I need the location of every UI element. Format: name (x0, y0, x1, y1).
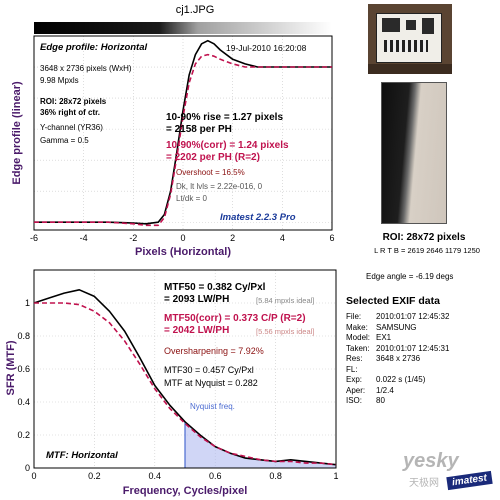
mtf-y-axis-label: SFR (MTF) (5, 340, 17, 395)
mtf50-corr-text: MTF50(corr) = 0.373 C/P (R=2) (164, 313, 306, 324)
x-tick-label: 6 (329, 233, 334, 243)
exif-key: Res: (346, 354, 363, 363)
exif-row: Taken: 2010:01:07 12:45:31 (346, 344, 496, 355)
chart-thumbnail (368, 4, 452, 74)
roi-crop-image (381, 82, 447, 224)
edge-angle-text: Edge angle = -6.19 degs (366, 272, 454, 281)
exif-value: 2010:01:07 12:45:32 (376, 312, 450, 321)
x-tick-label: 2 (230, 233, 235, 243)
imatest-logo: imatest (446, 470, 493, 491)
exif-row: ISO: 80 (346, 396, 496, 407)
x-tick-label: 0.6 (209, 471, 222, 481)
overshoot-text: Overshoot = 16.5% (176, 168, 245, 177)
channel-text: Y-channel (YR36) (40, 123, 103, 132)
exif-row: Aper: 1/2.4 (346, 386, 496, 397)
exif-row: Exp: 0.022 s (1/45) (346, 375, 496, 386)
y-tick-label: 0 (25, 463, 30, 473)
x-tick-label: 0.2 (88, 471, 101, 481)
image-size-text: 3648 x 2736 pixels (WxH) (40, 64, 132, 73)
x-tick-label: 0 (180, 233, 185, 243)
exif-key: FL: (346, 364, 358, 374)
roi-size-text: ROI: 28x72 pixels (40, 97, 107, 106)
edge-gradient-strip (34, 22, 332, 34)
mtf50-corr-lwph-text: = 2042 LW/PH (164, 325, 230, 336)
exif-value: 1/2.4 (376, 385, 394, 395)
rise-corr-ph-text: = 2202 per PH (R=2) (166, 152, 260, 163)
edge-profile-chart: -6 -4 -2 0 2 4 6 Pixels (Horizontal) Edge prof… (11, 22, 335, 258)
mtf50-ideal-text: [5.84 mpxls ideal] (256, 296, 315, 305)
x-tick-label: -2 (129, 233, 137, 243)
exif-key: Exp: (346, 375, 363, 384)
exif-value: 0.022 s (1/45) (376, 375, 426, 384)
x-tick-label: 0 (31, 471, 36, 481)
mtf50-text: MTF50 = 0.382 Cy/Pxl (164, 282, 266, 293)
oversharpening-text: Oversharpening = 7.92% (164, 346, 264, 356)
nyquist-shaded-region (185, 421, 336, 468)
exif-list: File: 2010:01:07 12:45:32 Make: SAMSUNG Mode… (346, 312, 496, 407)
x-tick-label: -4 (80, 233, 88, 243)
megapixels-text: 9.98 Mpxls (40, 76, 79, 85)
rise-corr-text: 10-90%(corr) = 1.24 pixels (166, 140, 289, 151)
exif-row: Model: EX1 (346, 333, 496, 344)
exif-row: Res: 3648 x 2736 (346, 354, 496, 365)
roi-coordinates: L R T B = 2619 2646 1179 1250 (374, 246, 480, 255)
series-line-1 (34, 39, 332, 225)
x-tick-label: 0.8 (269, 471, 282, 481)
edge-panel-header: Edge profile: Horizontal (40, 42, 148, 53)
exif-value: 3648 x 2736 (376, 354, 421, 363)
y-tick-label: 0.6 (17, 364, 30, 374)
y-tick-label: 0.2 (17, 430, 30, 440)
mtf-x-axis-label: Frequency, Cycles/pixel (123, 485, 248, 497)
exif-value: SAMSUNG (376, 322, 417, 332)
edge-y-axis-label: Edge profile (linear) (11, 81, 23, 185)
exif-row: Make: SAMSUNG (346, 323, 496, 334)
exif-key: File: (346, 312, 362, 321)
exif-key: Make: (346, 322, 368, 332)
series-line-1 (33, 288, 337, 466)
series-line-2 (34, 53, 332, 227)
rise-ph-text: = 2158 per PH (166, 124, 232, 135)
lt-dk-text: Lt/dk = 0 (176, 194, 207, 203)
watermark-site: yesky (403, 450, 459, 472)
edge-x-axis-label: Pixels (Horizontal) (135, 246, 231, 258)
exif-value: 80 (376, 396, 385, 405)
x-tick-label: 4 (280, 233, 285, 243)
y-tick-label: 0.8 (17, 331, 30, 341)
exif-row: File: 2010:01:07 12:45:32 (346, 312, 496, 323)
dk-levels-text: Dk, lt lvls = 2.22e-016, 0 (176, 182, 263, 191)
roi-position-text: 36% right of ctr. (40, 108, 101, 117)
window-title: cj1.JPG (175, 4, 215, 16)
mtf-nyquist-text: MTF at Nyquist = 0.282 (164, 378, 258, 388)
watermark-site-cn: 天极网 (409, 478, 439, 489)
series-line-2 (34, 302, 337, 466)
y-tick-label: 0.4 (17, 397, 30, 407)
roi-title: ROI: 28x72 pixels (382, 232, 466, 243)
mtf30-text: MTF30 = 0.457 Cy/Pxl (164, 365, 254, 375)
mtf-chart: 0 0.2 0.4 0.6 0.8 1 0 0.2 0.4 0.6 0.8 1 Frequency, … (5, 269, 339, 497)
exif-value: 2010:01:07 12:45:31 (376, 343, 450, 353)
rise-text: 10-90% rise = 1.27 pixels (166, 112, 284, 123)
mtf50-corr-ideal-text: [5.56 mpxls ideal] (256, 327, 315, 336)
y-tick-label: 1 (25, 298, 30, 308)
gamma-text: Gamma = 0.5 (40, 136, 89, 145)
exif-row: FL: (346, 365, 496, 376)
x-tick-label: 0.4 (149, 471, 162, 481)
x-tick-label: -6 (30, 233, 38, 243)
exif-key: ISO: (346, 396, 363, 405)
exif-value: EX1 (376, 333, 392, 342)
exif-key: Taken: (346, 343, 370, 353)
mtf-panel-footer: MTF: Horizontal (46, 450, 118, 461)
edge-panel-date: 19-Jul-2010 16:20:08 (226, 43, 307, 53)
exif-key: Aper: (346, 385, 366, 395)
imatest-version: Imatest 2.2.3 Pro (220, 212, 296, 223)
watermark: yesky 天极网 imatest (395, 450, 500, 500)
mtf50-lwph-text: = 2093 LW/PH (164, 294, 230, 305)
exif-key: Model: (346, 333, 371, 342)
exif-title: Selected EXIF data (346, 295, 440, 307)
x-tick-label: 1 (333, 471, 338, 481)
nyquist-label: Nyquist freq. (190, 402, 235, 411)
